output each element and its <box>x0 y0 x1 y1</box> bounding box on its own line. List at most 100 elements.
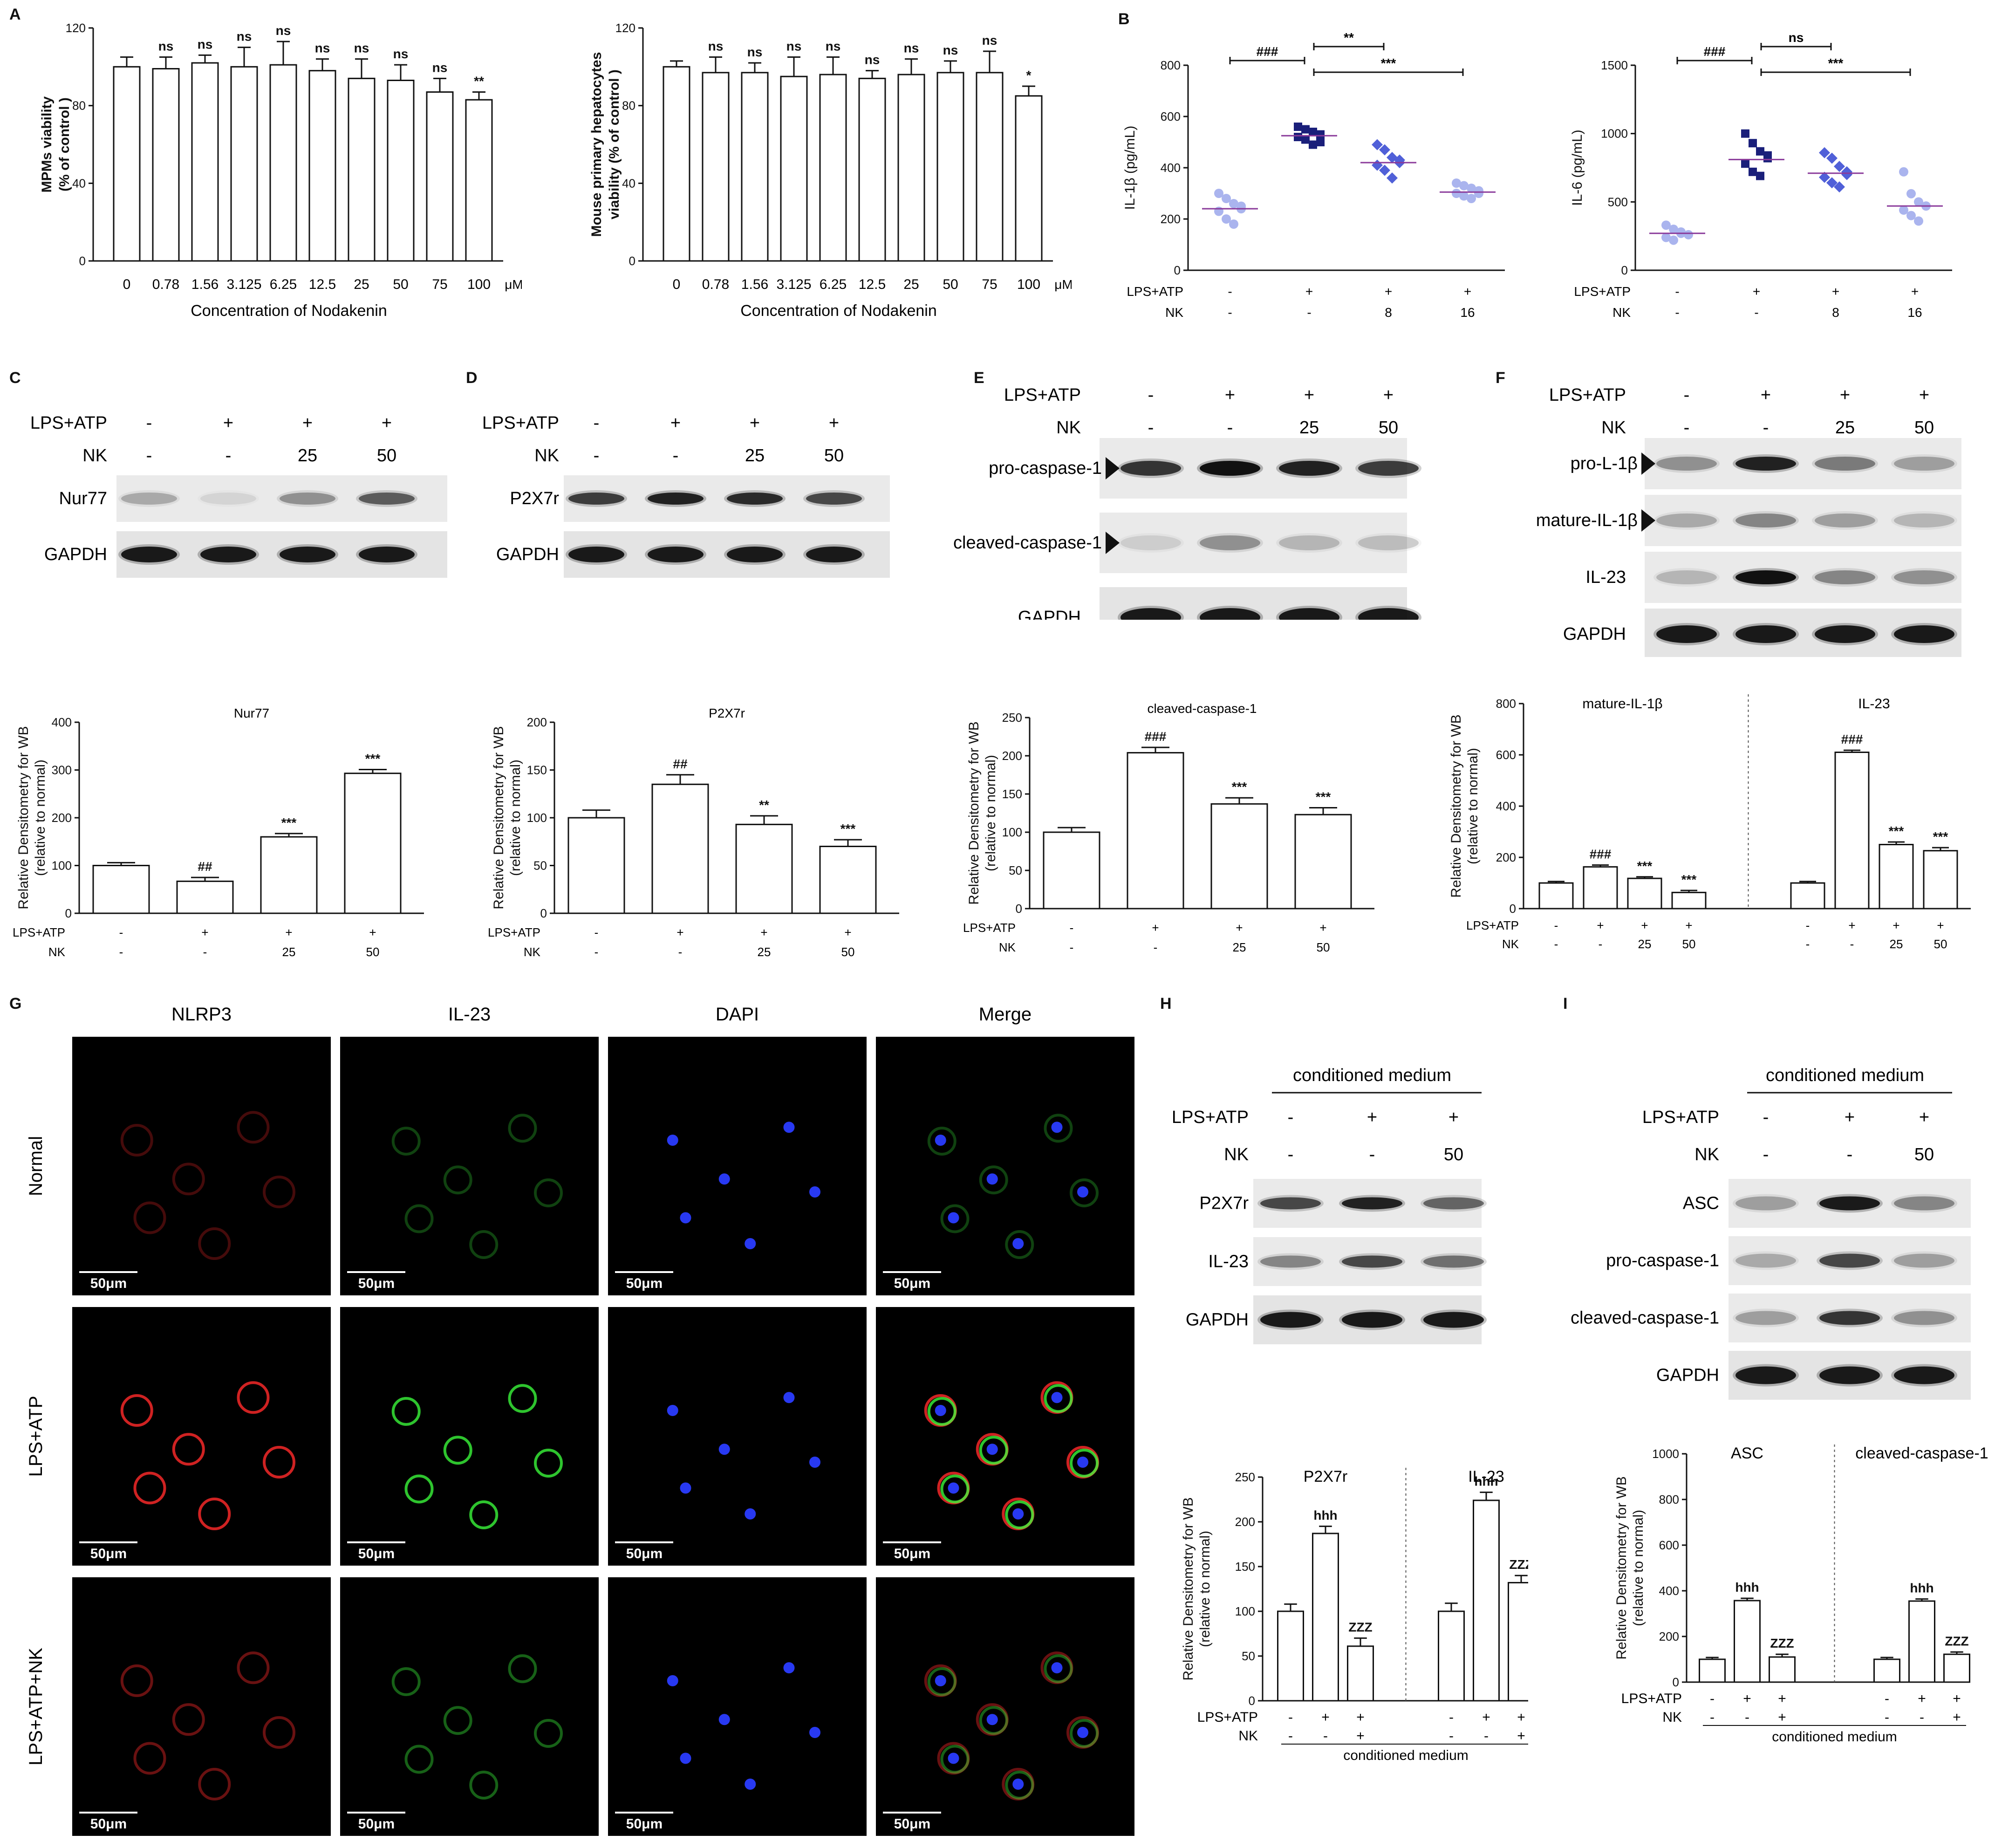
significance-label: ZZZ <box>1348 1620 1372 1635</box>
nucleus <box>680 1752 691 1764</box>
row-label: NK <box>1238 1728 1258 1744</box>
blot-band <box>1118 533 1184 553</box>
bar <box>269 64 297 262</box>
row-value: - <box>1554 937 1558 951</box>
blot-group-label: conditioned medium <box>1766 1066 1924 1085</box>
micrograph-tile <box>876 1037 1134 1295</box>
blot-header-label: NK <box>1056 418 1081 438</box>
bar <box>191 62 219 262</box>
nucleus <box>935 1405 946 1416</box>
band-halo <box>1653 568 1720 587</box>
significance-label: ### <box>1145 729 1167 744</box>
nucleus <box>667 1675 678 1686</box>
bar <box>1508 1582 1528 1702</box>
blot-header-label: LPS+ATP <box>1004 385 1081 405</box>
blot-header-value: - <box>1763 1108 1769 1127</box>
bar <box>1015 95 1043 262</box>
y-axis-label: IL-6 (pg/mL) <box>1570 130 1585 205</box>
y-tick-label: 100 <box>1235 1604 1255 1618</box>
row-value: 8 <box>1385 305 1392 320</box>
x-tick-label: 0.78 <box>152 277 179 292</box>
scatter-point <box>1906 211 1916 220</box>
row-value: - <box>1850 937 1854 951</box>
scatter-point <box>1834 181 1845 193</box>
scatter-point <box>1229 219 1238 229</box>
nucleus <box>986 1714 998 1725</box>
bar <box>387 80 415 262</box>
band-halo <box>566 490 627 507</box>
band-halo <box>566 544 627 565</box>
scatter-point <box>1906 189 1916 198</box>
blot-header-value: - <box>1369 1145 1375 1164</box>
band-halo <box>1653 454 1720 473</box>
green-cell <box>927 1397 957 1426</box>
scale-bar-label: 50μm <box>626 1546 663 1561</box>
red-cell <box>172 1433 205 1466</box>
green-cell <box>404 1204 434 1233</box>
bar <box>1879 844 1914 910</box>
band-core <box>200 493 256 505</box>
band-halo <box>1733 454 1799 473</box>
blot-header-label: LPS+ATP <box>1549 385 1626 405</box>
y-axis-title: IL-6 (pg/mL) <box>1570 130 1585 205</box>
blot-header-value: - <box>1684 385 1690 405</box>
blot-header-value: 25 <box>1835 418 1855 438</box>
scatter-point <box>1763 151 1772 160</box>
nucleus <box>1051 1122 1063 1133</box>
blot-band <box>1812 454 1878 473</box>
bar <box>1790 882 1825 910</box>
row-value: - <box>1710 1691 1715 1706</box>
green-cell <box>391 1397 421 1426</box>
row-value: + <box>1321 1710 1330 1725</box>
y-tick-label: 0 <box>1621 263 1628 277</box>
band-halo <box>645 490 706 507</box>
row-label: NK <box>1502 937 1519 951</box>
band-halo <box>1891 1364 1957 1387</box>
y-tick-label: 100 <box>1002 825 1022 839</box>
bar <box>741 72 769 262</box>
significance-label: ZZZ <box>1509 1557 1528 1572</box>
micrograph-tile <box>72 1577 331 1836</box>
band-core <box>1120 608 1181 620</box>
y-axis-label: Relative Densitometry for WB (relative to… <box>1181 1497 1213 1680</box>
band-halo <box>1197 606 1263 620</box>
row-label: LPS+ATP <box>1574 284 1631 299</box>
blot-header-value: - <box>1684 418 1690 438</box>
scatter-point <box>1819 171 1830 183</box>
significance-label: ns <box>315 41 330 55</box>
blot-header-value: + <box>382 413 392 433</box>
row-label: LPS+ATP <box>1197 1710 1258 1725</box>
blot-header-value: + <box>1761 385 1771 405</box>
band-halo <box>1197 533 1263 553</box>
row-value: - <box>1288 1710 1293 1725</box>
row-value: + <box>1911 284 1919 299</box>
panel-a-viability-chart-mpm: 0 40 80 120 MPMs viability (% of control ) ns n… <box>39 21 522 320</box>
nucleus <box>1077 1186 1088 1198</box>
band-halo <box>1118 533 1184 553</box>
panel-letter-g: G <box>9 995 22 1013</box>
blot-band <box>1891 454 1957 473</box>
row-value: 50 <box>1682 937 1696 951</box>
significance-label: ### <box>1841 732 1863 746</box>
band-halo <box>1817 1308 1883 1328</box>
scatter-point <box>1756 171 1764 180</box>
blot-band <box>1733 454 1799 473</box>
row-value: + <box>760 925 767 939</box>
blot-header-label: LPS+ATP <box>1642 1108 1719 1127</box>
x-tick-label: 25 <box>903 277 919 292</box>
row-value: + <box>1641 918 1648 932</box>
row-value: - <box>1885 1710 1889 1725</box>
blot-header-label: NK <box>1224 1145 1249 1164</box>
bar <box>976 72 1004 262</box>
x-tick-label: 3.125 <box>226 277 261 292</box>
y-tick-label: 200 <box>1235 1515 1255 1529</box>
red-cell <box>924 1664 957 1697</box>
y-axis-title: Mouse primary hepatocytes viability (% of… <box>589 52 622 237</box>
chart-title: Nur77 <box>234 706 269 720</box>
band-halo <box>277 544 338 565</box>
nucleus <box>1077 1727 1088 1738</box>
x-axis-label: Concentration of Nodakenin <box>191 302 387 320</box>
y-tick-label: 200 <box>1002 749 1022 763</box>
row-value: - <box>203 945 207 959</box>
nucleus <box>986 1173 998 1185</box>
